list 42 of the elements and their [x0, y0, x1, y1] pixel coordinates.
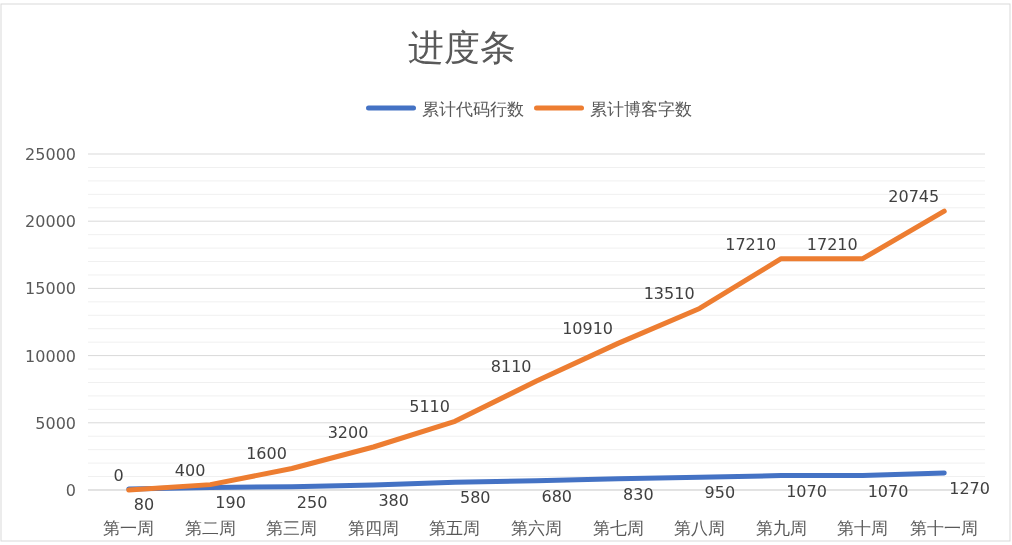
y-tick-label: 20000 [25, 212, 76, 232]
data-label: 5110 [409, 397, 450, 417]
data-label: 80 [133, 494, 155, 514]
data-label: 680 [541, 486, 573, 506]
data-label: 13510 [643, 284, 695, 304]
x-tick-label: 第四周 [347, 518, 399, 538]
data-label: 10910 [562, 319, 614, 339]
data-label: 400 [174, 460, 206, 480]
x-tick-label: 第六周 [511, 518, 562, 538]
y-tick-label: 10000 [25, 346, 76, 366]
data-label: 580 [459, 488, 491, 508]
data-label: 250 [296, 492, 328, 512]
data-label: 20745 [888, 187, 940, 207]
data-label: 950 [704, 483, 736, 503]
y-tick-label: 0 [65, 481, 76, 500]
x-tick-label: 第七周 [592, 518, 644, 538]
x-tick-label: 第二周 [184, 518, 236, 538]
data-label: 17210 [725, 234, 777, 254]
legend-label: 累计博客字数 [589, 99, 692, 119]
x-tick-label: 第五周 [429, 518, 481, 538]
x-tick-label: 第三周 [266, 518, 318, 538]
data-label: 1070 [786, 481, 827, 501]
y-tick-label: 15000 [25, 279, 76, 299]
x-tick-label: 第十一周 [910, 518, 979, 538]
chart-title: 进度条 [408, 27, 516, 68]
y-tick-label: 25000 [25, 145, 76, 164]
data-label: 1270 [949, 478, 990, 498]
x-tick-label: 第十周 [837, 518, 889, 538]
data-label: 17210 [806, 234, 858, 254]
x-tick-label: 第八周 [674, 518, 726, 538]
data-label: 380 [378, 490, 409, 510]
x-tick-label: 第九周 [755, 518, 807, 538]
data-label: 3200 [327, 422, 369, 442]
x-tick-label: 第一周 [103, 518, 155, 538]
legend-label: 累计代码行数 [421, 99, 524, 119]
data-label: 1070 [867, 481, 909, 501]
data-label: 830 [623, 484, 654, 504]
data-label: 8110 [490, 357, 532, 376]
y-tick-label: 5000 [35, 413, 76, 433]
data-label: 190 [215, 493, 246, 513]
data-label: 1600 [246, 444, 287, 464]
data-label: 0 [113, 466, 124, 485]
